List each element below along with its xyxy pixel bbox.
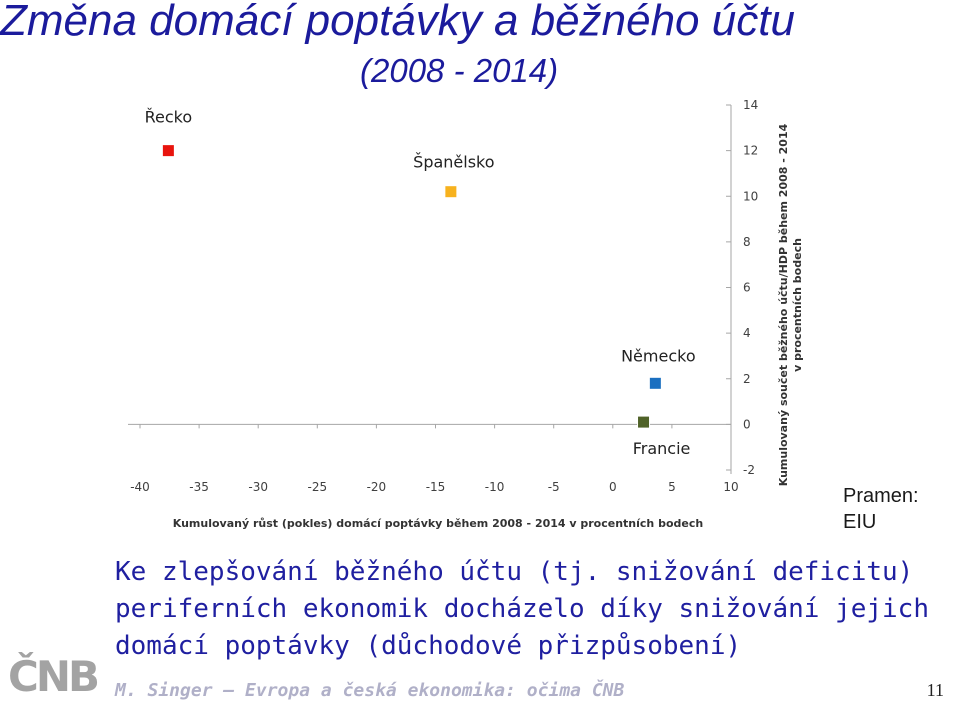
x-tick-label: -10	[485, 480, 505, 494]
point-label: Španělsko	[413, 153, 494, 172]
y-tick-label: 8	[743, 235, 751, 249]
y-tick-label: 10	[743, 189, 758, 203]
page-number: 11	[926, 680, 944, 700]
source-label: Pramen:	[843, 485, 919, 507]
x-tick-label: -30	[248, 480, 268, 494]
x-axis-label: Kumulovaný růst (pokles) domácí poptávky…	[173, 517, 703, 530]
x-tick-label: -5	[548, 480, 560, 494]
y-tick-label: 12	[743, 144, 758, 158]
x-tick-label: 10	[723, 480, 738, 494]
x-tick-label: 0	[609, 480, 617, 494]
y-tick-label: 14	[743, 98, 758, 112]
slide-subtitle: (2008 - 2014)	[360, 52, 559, 89]
body-text: Ke zlepšování běžného účtu (tj. snižován…	[115, 554, 960, 665]
x-tick-label: -20	[367, 480, 387, 494]
y-axis-label-line-2: v procentních bodech	[791, 238, 804, 372]
body-line-1: Ke zlepšování běžného účtu (tj. snižován…	[115, 557, 914, 587]
data-point	[648, 376, 662, 390]
x-tick-label: 5	[668, 480, 676, 494]
data-point	[444, 185, 458, 199]
y-axis-label-line-1: Kumulovaný součet běžného účtu/HDP během…	[777, 123, 790, 486]
x-tick-label: -25	[307, 480, 327, 494]
point-label: Francie	[633, 439, 691, 458]
body-line-3: domácí poptávky (důchodové přizpůsobení)	[115, 631, 742, 661]
x-tick-label: -35	[189, 480, 209, 494]
y-tick-label: -2	[743, 463, 755, 477]
source-note: Pramen: EIU	[843, 483, 919, 535]
slide-title: Změna domácí poptávky a běžného účtu	[0, 0, 795, 45]
footer-text: M. Singer – Evropa a česká ekonomika: oč…	[115, 680, 625, 701]
y-tick-label: 2	[743, 372, 751, 386]
point-label: Německo	[621, 346, 696, 365]
x-tick-label: -40	[130, 480, 150, 494]
source-value: EIU	[843, 511, 877, 533]
y-tick-label: 0	[743, 417, 751, 431]
cnb-logo: ČNB	[8, 652, 100, 701]
x-tick-label: -15	[426, 480, 446, 494]
body-line-2: periferních ekonomik docházelo díky sniž…	[115, 594, 929, 624]
data-point	[637, 415, 651, 429]
data-point	[161, 144, 175, 158]
point-label: Řecko	[145, 108, 193, 127]
y-tick-label: 6	[743, 281, 751, 295]
y-tick-label: 4	[743, 326, 751, 340]
